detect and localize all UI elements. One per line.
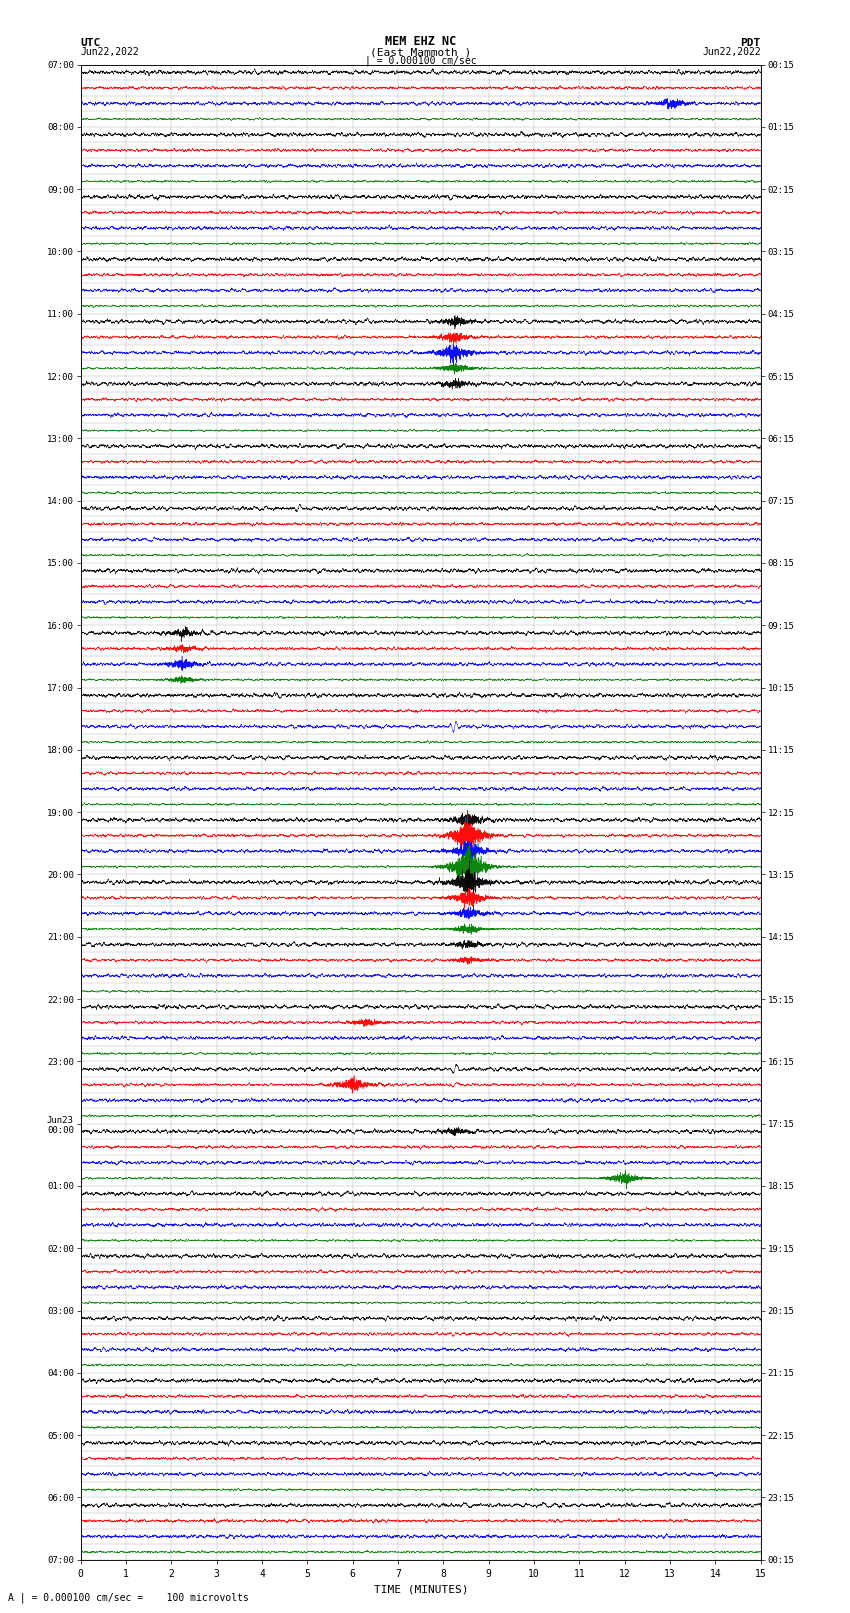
Text: Jun22,2022: Jun22,2022 — [81, 47, 139, 58]
X-axis label: TIME (MINUTES): TIME (MINUTES) — [373, 1584, 468, 1594]
Text: PDT: PDT — [740, 37, 761, 47]
Text: UTC: UTC — [81, 37, 101, 47]
Text: MEM EHZ NC: MEM EHZ NC — [385, 34, 456, 47]
Text: (East Mammoth ): (East Mammoth ) — [370, 47, 472, 58]
Text: | = 0.000100 cm/sec: | = 0.000100 cm/sec — [365, 55, 477, 66]
Text: Jun22,2022: Jun22,2022 — [702, 47, 761, 58]
Text: A | = 0.000100 cm/sec =    100 microvolts: A | = 0.000100 cm/sec = 100 microvolts — [8, 1592, 249, 1603]
